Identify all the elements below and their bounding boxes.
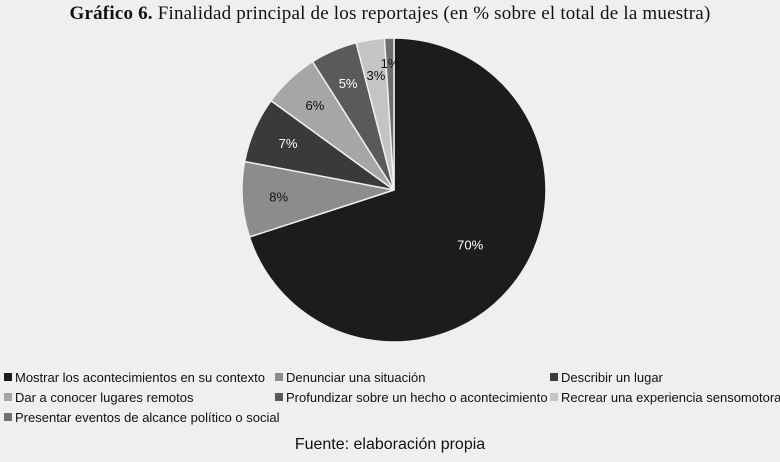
slice-value-label: 3% [367,68,386,83]
slice-value-label: 70% [457,237,483,252]
pie-chart: 70% 8% 7% 6% 5% 3%1% [241,37,547,343]
legend-item-describir: Describir un lugar [550,368,663,386]
legend-swatch [4,393,12,401]
slice-value-label: 8% [269,189,288,204]
legend-swatch [4,413,12,421]
legend-swatch [275,373,283,381]
legend-label: Describir un lugar [561,369,663,385]
legend-item-lugares-remotos: Dar a conocer lugares remotos [4,388,193,406]
legend-item-eventos: Presentar eventos de alcance político o … [4,408,280,426]
slice-value-label: 6% [306,98,325,113]
legend-item-contexto: Mostrar los acontecimientos en su contex… [4,368,265,386]
legend-label: Dar a conocer lugares remotos [15,389,194,405]
chart-title-number: Gráfico 6. [69,3,153,24]
source-note: Fuente: elaboración propia [294,436,486,453]
legend-swatch [550,393,558,401]
legend-swatch [550,373,558,381]
legend-item-profundizar: Profundizar sobre un hecho o acontecimie… [275,388,548,406]
legend-item-denunciar: Denunciar una situación [275,368,425,386]
legend-label: Presentar eventos de alcance político o … [15,409,280,425]
pie-slice [248,37,547,343]
legend-label: Denunciar una situación [286,369,426,385]
slice-value-label: 7% [279,136,298,151]
slice-value-label: 5% [339,76,358,91]
legend-swatch [4,373,12,381]
legend-label: Profundizar sobre un hecho o acontecimie… [286,389,548,405]
legend-swatch [275,393,283,401]
legend-label: Mostrar los acontecimientos en su contex… [15,369,266,385]
slice-value-label: 1% [381,56,400,71]
pie-slice [383,37,395,191]
chart-legend: Mostrar los acontecimientos en su contex… [4,368,780,428]
legend-item-recrear: Recrear una experiencia sensomotora [550,388,780,406]
chart-title: Gráfico 6. Finalidad principal de los re… [0,3,780,25]
legend-label: Recrear una experiencia sensomotora [561,389,780,405]
chart-title-text: Finalidad principal de los reportajes (e… [157,3,711,24]
